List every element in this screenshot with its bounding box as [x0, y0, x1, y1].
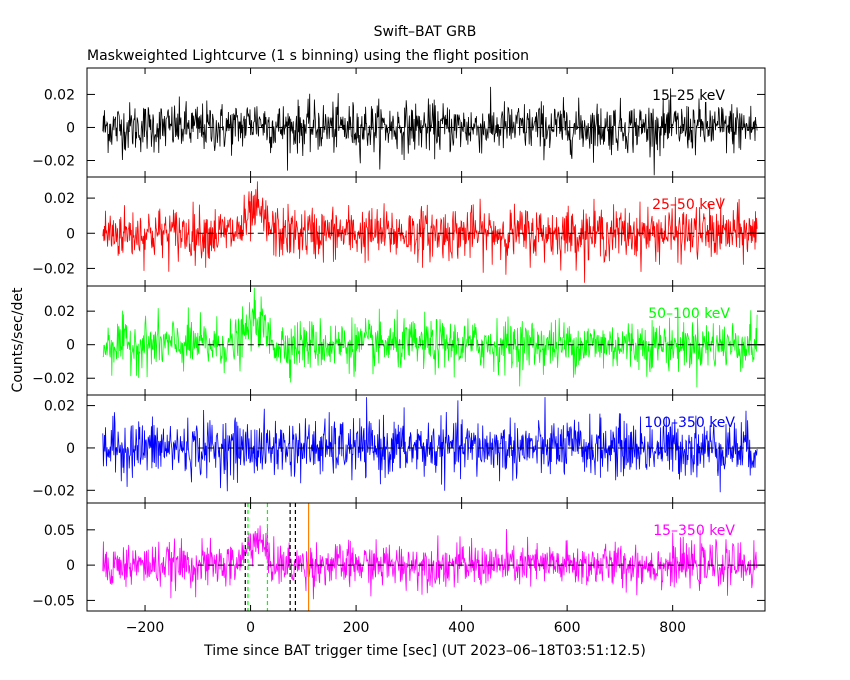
panel-5: −0.05 0 0.05 15–350 keV [32, 502, 766, 612]
y-tick-label: 0.02 [44, 304, 75, 320]
series-line [102, 525, 758, 600]
y-tick-label: 0 [66, 120, 75, 136]
panel-1: −0.02 0 0.02 15–25 keV [32, 67, 766, 178]
y-tick-label: 0.02 [44, 87, 75, 103]
y-tick-label: 0.05 [44, 523, 75, 539]
y-tick-label: 0.02 [44, 191, 75, 207]
x-tick-label: −200 [126, 620, 164, 636]
series-line [102, 86, 758, 176]
y-tick-label: −0.02 [32, 371, 75, 387]
y-tick-label: −0.05 [32, 593, 75, 609]
y-tick-label: 0.02 [44, 399, 75, 415]
x-axis-label: Time since BAT trigger time [sec] (UT 20… [203, 643, 646, 659]
series-line [102, 181, 758, 283]
band-label: 100–350 keV [644, 415, 735, 431]
band-label: 15–25 keV [652, 88, 725, 104]
x-tick-label: 0 [246, 620, 255, 636]
band-label: 25–50 keV [652, 197, 725, 213]
y-axis-label: Counts/sec/det [10, 287, 26, 392]
y-tick-label: 0 [66, 338, 75, 354]
y-tick-label: −0.02 [32, 153, 75, 169]
x-tick-label: 200 [343, 620, 370, 636]
panel-2: −0.02 0 0.02 25–50 keV [32, 176, 766, 287]
series-line [102, 287, 758, 388]
y-tick-label: −0.02 [32, 483, 75, 499]
y-tick-label: 0 [66, 558, 75, 574]
series-line [102, 397, 758, 493]
x-tick-label: 800 [659, 620, 686, 636]
y-tick-label: 0 [66, 441, 75, 457]
chart-title: Swift–BAT GRB [374, 24, 477, 40]
y-tick-label: −0.02 [32, 261, 75, 277]
chart-subtitle: Maskweighted Lightcurve (1 s binning) us… [87, 48, 529, 64]
panel-3: −0.02 0 0.02 50–100 keV [32, 285, 766, 396]
y-tick-label: 0 [66, 226, 75, 242]
panel-4: −0.02 0 0.02 100–350 keV [32, 394, 766, 504]
x-tick-label: 400 [448, 620, 475, 636]
band-label: 15–350 keV [653, 523, 735, 539]
band-label: 50–100 keV [648, 306, 730, 322]
panel-frame [86, 502, 766, 612]
x-tick-label: 600 [554, 620, 581, 636]
